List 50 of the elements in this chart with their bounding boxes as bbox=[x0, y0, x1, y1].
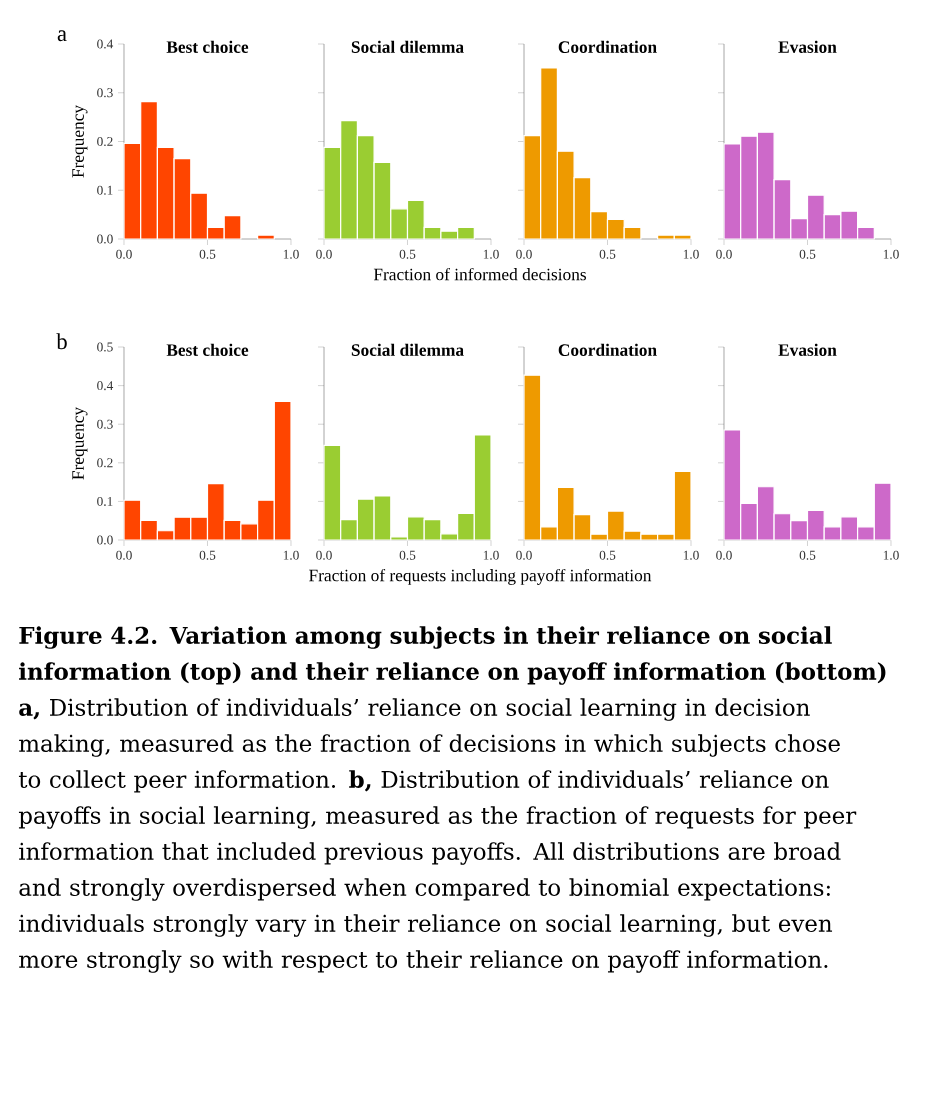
x-tick-label: 0.5 bbox=[599, 550, 616, 560]
chart-title: Evasion bbox=[778, 343, 837, 356]
y-tick-label: 0.0 bbox=[97, 234, 113, 244]
x-tick-label: 0.5 bbox=[799, 550, 816, 560]
x-tick-label: 1.0 bbox=[883, 249, 899, 259]
x-tick-label: 0.5 bbox=[199, 249, 216, 259]
y-tick-label: 0.2 bbox=[97, 458, 113, 468]
chart-title: Best choice bbox=[166, 40, 249, 53]
x-tick-label: 0.5 bbox=[399, 550, 416, 560]
x-tick-label: 0.0 bbox=[716, 249, 732, 259]
x-tick-label: 1.0 bbox=[683, 550, 699, 560]
x-tick-label: 0.5 bbox=[399, 249, 416, 259]
x-tick-label: 0.0 bbox=[116, 550, 132, 560]
x-tick-label: 0.5 bbox=[799, 249, 816, 259]
x-tick-label: 0.0 bbox=[716, 550, 732, 560]
chart-title: Social dilemma bbox=[351, 40, 464, 53]
x-tick-label: 1.0 bbox=[883, 550, 899, 560]
x-axis-title: Fraction of requests including payoff information bbox=[309, 568, 652, 585]
y-tick-label: 0.5 bbox=[97, 342, 113, 352]
x-tick-label: 1.0 bbox=[283, 550, 299, 560]
text: b bbox=[56, 333, 67, 350]
chart-title: Coordination bbox=[558, 343, 657, 356]
chart-title: Best choice bbox=[166, 343, 249, 356]
x-tick-label: 0.0 bbox=[516, 550, 532, 560]
y-tick-label: 0.1 bbox=[97, 185, 113, 195]
chart-title: Coordination bbox=[558, 40, 657, 53]
text: a bbox=[57, 30, 67, 42]
y-tick-label: 0.0 bbox=[97, 535, 113, 545]
x-tick-label: 0.0 bbox=[316, 249, 332, 259]
x-tick-label: 1.0 bbox=[683, 249, 699, 259]
y-axis-title: Frequency bbox=[72, 407, 88, 480]
x-tick-label: 1.0 bbox=[283, 249, 299, 259]
y-tick-label: 0.4 bbox=[97, 381, 114, 391]
y-tick-label: 0.1 bbox=[97, 496, 113, 506]
y-tick-label: 0.4 bbox=[97, 39, 114, 49]
text: Figure 4.2. Variation among subjects in their reliance on social information (top) and their reliance on payoff information (bottom) a, Distribution of individuals’ reliance on social learning in decision making, measured as the fraction of decisions in which subjects chose to collect peer information. b, Distribution of individuals’ reliance on payoffs in social learning, measured as the fraction of requests for peer information that included previous payoffs. All distributions are broad and strongly overdispersed when compared to binomial expectations: individuals strongly vary in their reliance on social learning, but even more strongly so with respect to their reliance on payoff information. bbox=[18, 626, 886, 973]
x-tick-label: 0.5 bbox=[599, 249, 616, 259]
chart-title: Evasion bbox=[778, 40, 837, 53]
y-tick-label: 0.3 bbox=[97, 88, 113, 98]
x-tick-label: 0.0 bbox=[516, 249, 532, 259]
x-tick-label: 1.0 bbox=[483, 550, 499, 560]
x-tick-label: 0.0 bbox=[116, 249, 132, 259]
x-tick-label: 0.5 bbox=[199, 550, 216, 560]
x-axis-title: Fraction of informed decisions bbox=[373, 267, 586, 281]
y-tick-label: 0.3 bbox=[97, 419, 113, 429]
y-tick-label: 0.2 bbox=[97, 136, 113, 147]
x-tick-label: 0.0 bbox=[316, 550, 332, 560]
chart-title: Social dilemma bbox=[351, 343, 464, 356]
x-tick-label: 1.0 bbox=[483, 249, 499, 259]
y-axis-title: Frequency bbox=[72, 105, 88, 178]
